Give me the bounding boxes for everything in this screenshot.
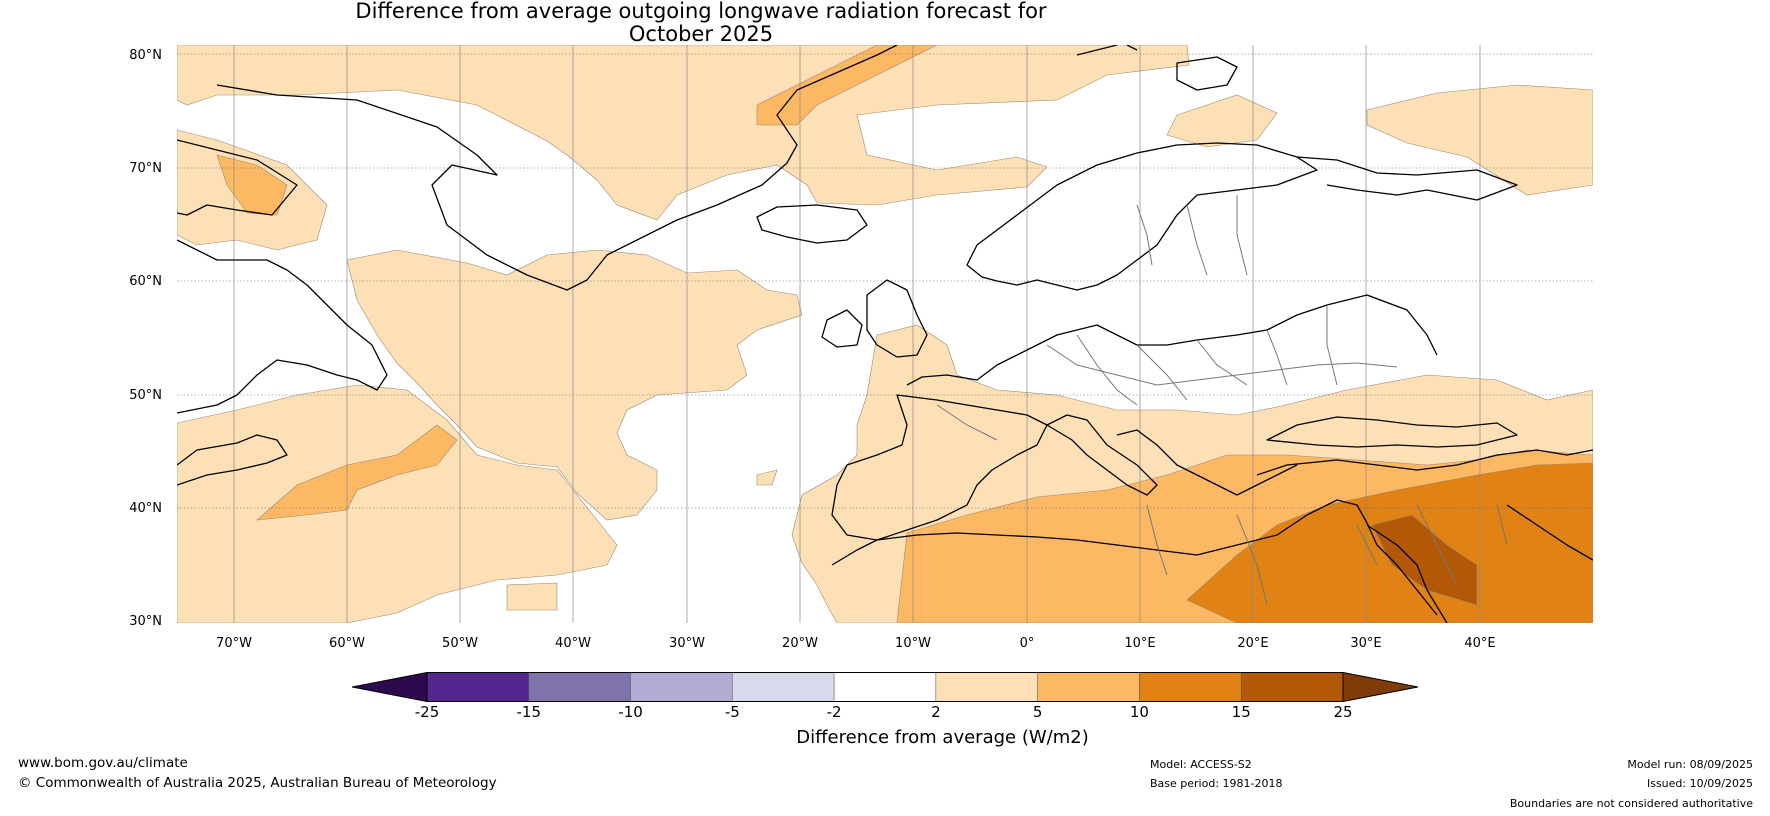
footer-copyright: © Commonwealth of Australia 2025, Austra… (18, 775, 497, 791)
colorbar-segment (1139, 672, 1242, 702)
colorbar-tick-label: -5 (724, 703, 740, 721)
colorbar-segment (1240, 672, 1344, 702)
turkey-coast (1256, 449, 1593, 476)
lon-label-10e: 10°E (1124, 636, 1156, 651)
band-15-25-regions (1371, 514, 1478, 606)
subtropical-atlantic-region (177, 384, 618, 623)
tropical-atlantic-region (506, 582, 558, 611)
lat-label-80n: 80°N (129, 48, 162, 63)
colorbar-segment (732, 672, 835, 702)
lon-label-30w: 30°W (669, 636, 705, 651)
red-sea-coast (1366, 524, 1448, 623)
scandinavia-coast (966, 142, 1318, 291)
colorbar-arrow-low (352, 672, 428, 702)
footer-model-run: Model run: 08/09/2025 (1627, 758, 1753, 771)
east-greenland-region (756, 45, 938, 126)
northeast-atlantic-region (1166, 94, 1278, 148)
lon-label-70w: 70°W (216, 636, 252, 651)
lat-label-70n: 70°N (129, 161, 162, 176)
footer-issued: Issued: 10/09/2025 (1646, 777, 1753, 790)
iceland-coast (756, 204, 868, 244)
lon-label-10w: 10°W (895, 636, 931, 651)
colorbar-segment (935, 672, 1038, 702)
black-sea-coast (1266, 416, 1518, 448)
country-borders (936, 195, 1508, 606)
greenland-northeast-coast (1076, 45, 1138, 56)
azores-region (756, 469, 778, 486)
colorbar-tick-label: 2 (931, 703, 941, 721)
lon-label-40e: 40°E (1464, 636, 1496, 651)
colorbar-arrow-high (1342, 672, 1418, 702)
colorbar-segment (1037, 672, 1140, 702)
lon-label-40w: 40°W (555, 636, 591, 651)
lat-label-60n: 60°N (129, 274, 162, 289)
colorbar-segment (426, 672, 530, 702)
colorbar-segments (352, 672, 1418, 702)
title-line-2: October 2025 (628, 22, 774, 46)
map-panel (177, 45, 1593, 623)
colorbar-segment (630, 672, 733, 702)
lon-label-20w: 20°W (782, 636, 818, 651)
footer-base-period: Base period: 1981-2018 (1150, 777, 1283, 790)
nova-scotia-coast (177, 434, 288, 486)
lat-label-50n: 50°N (129, 388, 162, 403)
kola-coast (1296, 156, 1518, 201)
colorbar-tick-label: 15 (1231, 703, 1251, 721)
british-isles-coast (821, 279, 928, 358)
labrador-sea-region (256, 424, 458, 521)
lon-label-0: 0° (1019, 636, 1035, 651)
baffin-labrador-coast (177, 139, 388, 414)
greenland-coast (216, 45, 898, 291)
coastlines (177, 45, 1593, 623)
lon-label-60w: 60°W (329, 636, 365, 651)
footer-website: www.bom.gov.au/climate (18, 755, 188, 771)
colorbar-tick-label: -10 (618, 703, 643, 721)
colorbar-tick-label: -25 (414, 703, 440, 721)
title-line-1: Difference from average outgoing longwav… (355, 0, 1047, 23)
anomaly-map (177, 45, 1593, 623)
lat-label-30n: 30°N (129, 614, 162, 629)
colorbar-tick-label: -2 (826, 703, 842, 721)
north-africa-coast (831, 499, 1438, 616)
central-atlantic-region (346, 249, 803, 521)
colorbar (352, 672, 1418, 702)
footer-disclaimer: Boundaries are not considered authoritat… (1509, 797, 1753, 810)
svalbard-coast (1176, 56, 1238, 91)
iberia-coast (831, 394, 1048, 541)
balkans-coast (1116, 429, 1298, 496)
footer-model: Model: ACCESS-S2 (1150, 758, 1252, 771)
lat-label-40n: 40°N (129, 501, 162, 516)
colorbar-tick-label: 5 (1032, 703, 1043, 721)
map-title: Difference from average outgoing longwav… (0, 0, 1402, 46)
colorbar-segment (528, 672, 631, 702)
meridians (233, 45, 1481, 623)
colorbar-tick-label: 25 (1333, 703, 1353, 721)
colorbar-tick-label: -15 (516, 703, 542, 721)
colorbar-outline (426, 672, 1344, 702)
colorbar-tick-label: 10 (1129, 703, 1149, 721)
colorbar-title: Difference from average (W/m2) (796, 727, 1089, 748)
greenland-north-atlantic-region (177, 45, 1190, 221)
mesopotamia-region (1371, 514, 1478, 606)
lon-label-30e: 30°E (1350, 636, 1382, 651)
italy-coast (1046, 414, 1158, 496)
lon-label-50w: 50°W (442, 636, 478, 651)
persian-gulf-coast (1506, 504, 1593, 561)
lon-label-20e: 20°E (1237, 636, 1269, 651)
baffin-region (216, 154, 288, 216)
colorbar-segment (833, 672, 937, 702)
